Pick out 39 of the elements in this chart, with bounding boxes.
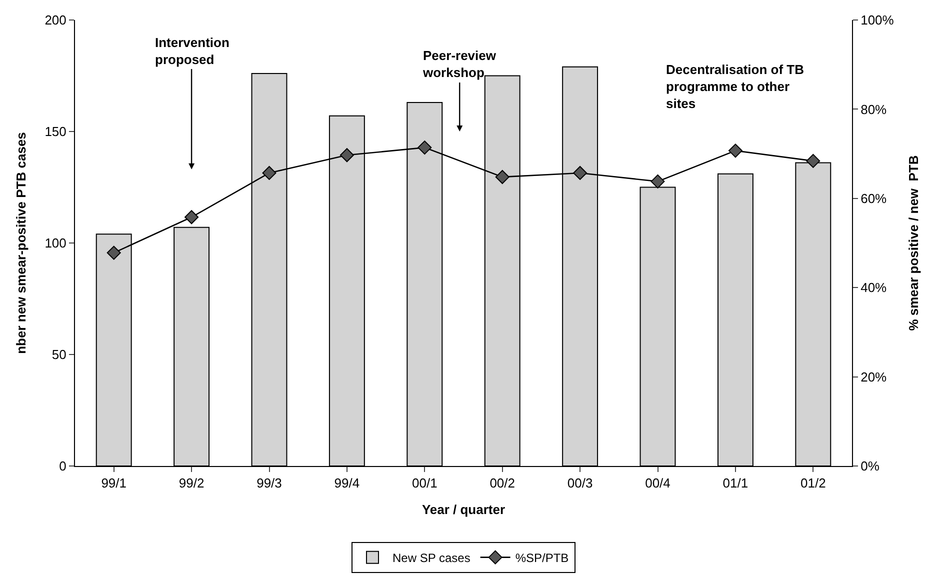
annotation: Peer-review workshop (422, 48, 497, 80)
point (106, 246, 121, 260)
point (650, 174, 665, 188)
y2-tick-label: 100% (860, 12, 894, 28)
y-axis-title: nber new smear-positive PTB cases (14, 132, 29, 354)
y-tick-label: 100 (44, 236, 66, 251)
x-tick-label: 99/2 (178, 476, 204, 491)
annotation: Intervention proposed (155, 35, 230, 67)
x-tick-label: 99/3 (256, 476, 282, 491)
x-tick-label: 99/4 (334, 476, 360, 491)
point (340, 148, 354, 162)
point (806, 154, 820, 168)
point (573, 166, 588, 180)
x-tick-label: 99/1 (101, 476, 127, 491)
point (495, 170, 510, 184)
point (728, 144, 742, 158)
y-tick-label: 0 (59, 458, 66, 474)
legend-label: %SP/PTB (515, 551, 569, 565)
point (262, 166, 276, 180)
point (184, 210, 199, 224)
y2-tick-label: 80% (860, 102, 888, 117)
x-tick-label: 00/3 (567, 476, 593, 491)
y2-tick-label: 60% (860, 190, 888, 206)
x-axis-title: Year / quarter (422, 502, 506, 518)
y2-tick-label: 20% (860, 369, 888, 384)
x-tick-label: 00/2 (490, 476, 516, 491)
x-tick-label: 01/2 (800, 476, 826, 491)
x-tick-label: 00/4 (645, 476, 670, 491)
y2-axis-title: % smear positive / new PTB (906, 155, 921, 331)
y2-tick-label: 0% (860, 458, 880, 474)
x-tick-label: 00/1 (412, 476, 438, 491)
annotation: Decentralisation of TB programme to other sites (666, 62, 804, 111)
y-tick-label: 50 (52, 347, 66, 362)
y-tick-label: 200 (44, 12, 66, 28)
y-tick-label: 150 (44, 124, 66, 140)
x-tick-label: 01/1 (722, 476, 748, 491)
point (418, 140, 432, 155)
legend-label: New SP cases (392, 551, 470, 565)
y2-tick-label: 40% (860, 280, 888, 296)
